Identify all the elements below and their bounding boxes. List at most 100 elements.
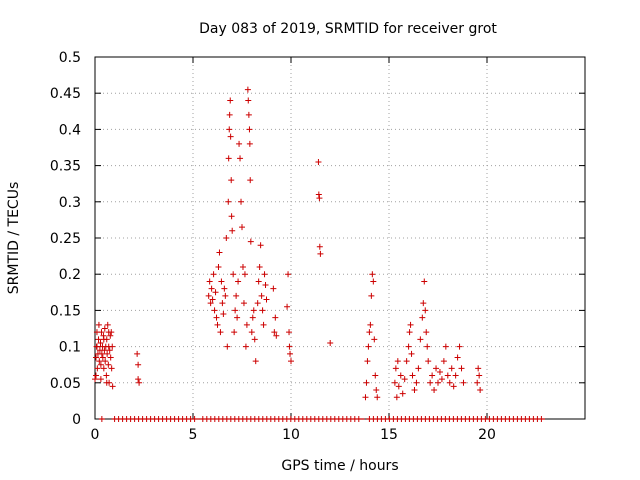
data-point <box>407 321 414 328</box>
data-point <box>239 263 246 270</box>
data-point <box>249 314 256 321</box>
data-point <box>247 177 254 184</box>
data-point <box>97 376 104 383</box>
data-point <box>373 387 380 394</box>
data-point <box>242 343 249 350</box>
data-point <box>211 307 218 314</box>
y-tick-label: 0.5 <box>59 50 81 66</box>
data-point <box>371 336 378 343</box>
data-point <box>97 361 104 368</box>
data-point <box>97 339 104 346</box>
data-point <box>316 243 323 250</box>
data-point <box>104 321 111 328</box>
data-point <box>446 379 453 386</box>
data-point <box>271 329 278 336</box>
data-point <box>263 296 270 303</box>
data-point <box>104 350 111 357</box>
data-point <box>228 213 235 220</box>
y-tick-label: 0.45 <box>50 86 81 102</box>
data-point <box>216 249 223 256</box>
data-point <box>108 365 115 372</box>
data-point <box>415 365 422 372</box>
data-point <box>370 278 377 285</box>
data-point <box>474 379 481 386</box>
data-point <box>208 285 215 292</box>
data-point <box>232 307 239 314</box>
data-point <box>245 111 252 118</box>
data-point <box>438 376 445 383</box>
data-point <box>391 379 398 386</box>
data-point <box>284 303 291 310</box>
data-point <box>411 387 418 394</box>
data-point <box>205 292 212 299</box>
data-point <box>419 314 426 321</box>
data-point <box>477 387 484 394</box>
data-point <box>92 376 98 383</box>
data-point <box>100 365 107 372</box>
x-axis-label: GPS time / hours <box>281 458 398 474</box>
data-point <box>105 329 112 336</box>
data-point <box>107 332 114 339</box>
y-tick-label: 0.05 <box>50 376 81 392</box>
data-point <box>327 339 334 346</box>
data-point <box>288 358 294 365</box>
data-point <box>420 300 427 307</box>
data-point <box>260 321 267 328</box>
data-point <box>135 361 142 368</box>
data-point <box>231 329 238 336</box>
chart-title: Day 083 of 2019, SRMTID for receiver gro… <box>199 21 497 37</box>
data-point <box>103 372 110 379</box>
x-tick-label: 0 <box>91 427 100 443</box>
y-axis-label: SRMTID / TECUs <box>6 182 22 295</box>
data-point <box>368 292 375 299</box>
data-point <box>217 329 224 336</box>
data-point <box>235 278 242 285</box>
data-point <box>405 343 412 350</box>
data-point <box>248 329 255 336</box>
data-point <box>422 307 429 314</box>
data-point <box>475 365 482 372</box>
data-point <box>223 235 230 241</box>
data-point <box>372 372 379 379</box>
y-tick-label: 0.15 <box>50 303 81 319</box>
data-point <box>362 394 369 401</box>
data-point <box>243 321 250 328</box>
y-tick-label: 0.1 <box>59 340 81 356</box>
data-point <box>98 350 105 357</box>
data-point <box>315 191 322 198</box>
data-point <box>221 285 228 292</box>
data-point <box>425 358 432 365</box>
data-point <box>241 271 248 278</box>
data-point <box>225 155 232 162</box>
data-point <box>392 365 399 372</box>
data-point <box>476 372 483 379</box>
data-point <box>236 140 243 147</box>
x-tick-label: 15 <box>380 427 398 443</box>
data-point <box>429 372 436 379</box>
data-point <box>136 379 143 386</box>
data-point <box>95 321 102 328</box>
data-point <box>450 383 457 390</box>
data-point <box>433 365 440 372</box>
data-point <box>251 336 258 343</box>
data-point <box>444 372 451 379</box>
data-point <box>95 336 102 343</box>
data-point <box>413 379 420 386</box>
data-point <box>285 271 292 278</box>
data-point <box>367 321 374 328</box>
data-point <box>286 329 293 336</box>
data-point <box>244 86 251 93</box>
data-point <box>225 198 232 205</box>
data-point <box>99 354 106 361</box>
y-tick-label: 0.2 <box>59 267 81 283</box>
data-point <box>272 314 279 321</box>
data-point <box>247 238 254 245</box>
data-point <box>92 372 99 379</box>
data-point <box>237 155 244 162</box>
data-point <box>417 336 424 343</box>
y-tick-label: 0.25 <box>50 231 81 247</box>
data-point <box>212 289 219 296</box>
data-point <box>234 314 241 321</box>
x-tick-label: 20 <box>478 427 496 443</box>
